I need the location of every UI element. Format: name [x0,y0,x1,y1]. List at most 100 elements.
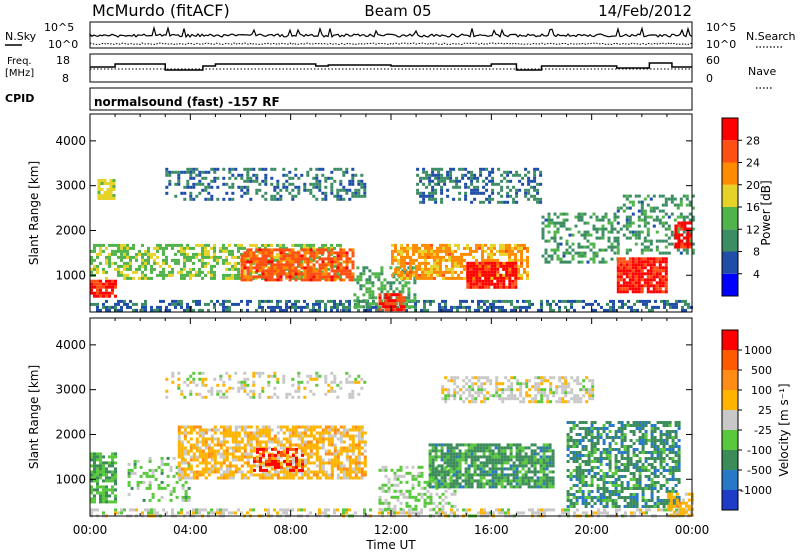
cell [468,308,471,312]
cell [327,260,331,264]
cell [330,263,334,267]
cell [96,252,99,256]
cell [562,212,566,216]
cell [333,452,337,456]
cell [318,179,322,183]
cell [365,299,369,303]
cell [258,452,262,456]
cell [141,270,144,274]
cell [240,437,244,441]
cell [449,167,453,171]
cell [204,246,207,250]
cell [306,248,310,252]
cell [414,302,417,306]
cell [96,308,99,312]
cell [466,264,470,268]
cell [664,233,668,237]
cell [472,279,476,283]
cell [460,258,463,262]
cell [509,194,513,198]
cell [180,508,183,512]
cell [267,446,271,450]
cell [258,182,262,186]
cell [473,188,477,192]
cell [222,276,225,280]
cell [684,302,687,306]
cell [255,243,258,247]
cell [309,374,313,378]
cell [393,477,397,481]
cell [225,473,229,477]
cell [426,299,429,303]
cell [112,182,116,185]
cell [439,273,442,277]
cell [93,246,96,250]
cell [303,425,307,429]
cell [189,455,193,459]
cell [428,194,432,198]
cell [105,485,108,489]
cell [565,218,569,222]
cell [321,431,325,435]
cell [397,261,400,265]
cell [476,188,480,192]
cell [544,257,548,261]
cell [187,465,191,469]
cell [658,266,662,270]
cell [462,305,465,309]
cell [100,194,104,197]
cell [508,276,512,280]
cell [493,270,497,274]
cell [177,461,181,465]
cell [351,167,355,171]
cell [96,508,99,512]
cell [336,260,340,264]
cell [502,279,506,283]
cell [658,263,662,267]
cell [97,179,101,182]
cell [577,218,581,222]
cell [286,447,289,451]
cell [510,302,513,306]
cell [484,243,487,247]
cell [356,281,360,285]
cell [407,266,411,270]
cell [297,443,301,447]
cell [252,434,256,438]
cell [403,246,406,250]
cell [469,261,473,265]
cell [261,476,265,480]
nsky-label: N.Sky [5,30,37,43]
cell [228,467,232,471]
cell [487,285,491,289]
cell [407,299,411,303]
cell [327,461,331,465]
cell [108,479,111,483]
cell [526,264,529,268]
cell [153,267,156,271]
cell [434,200,438,204]
cell [412,249,415,253]
cell [667,215,671,219]
cell [295,450,298,454]
cell [141,511,144,515]
cell [354,302,357,306]
cell [622,278,626,282]
cell [162,267,165,271]
cell [108,291,111,295]
cell [405,308,408,312]
cell [637,272,641,276]
cell [336,428,340,432]
cell [501,508,504,512]
cell [543,511,546,515]
cell [189,389,193,393]
cell [541,236,545,240]
cell [378,302,382,306]
cell [556,242,560,246]
cell [288,508,291,512]
cell [175,465,179,469]
cell [99,308,102,312]
cell [141,258,144,262]
cell [348,443,352,447]
cell [183,425,187,429]
